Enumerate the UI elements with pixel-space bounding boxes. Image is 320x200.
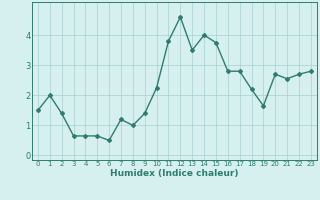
X-axis label: Humidex (Indice chaleur): Humidex (Indice chaleur) — [110, 169, 239, 178]
